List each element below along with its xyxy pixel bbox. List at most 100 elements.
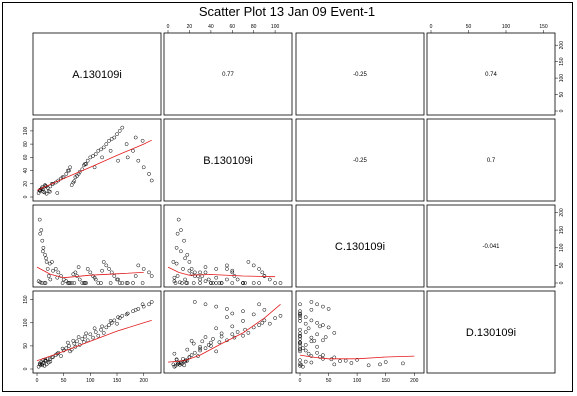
data-point	[230, 332, 235, 337]
data-point	[225, 267, 229, 271]
data-point	[203, 335, 208, 339]
data-point	[267, 277, 272, 282]
panel-border	[32, 32, 162, 116]
data-point	[42, 281, 47, 285]
data-point	[185, 281, 190, 285]
smoother-line	[36, 320, 152, 362]
panel-C-C: C.130109i	[295, 204, 425, 288]
data-point	[112, 318, 117, 323]
data-point	[107, 267, 111, 271]
panel-A-C: -0.25	[295, 32, 425, 116]
tick-label: 150	[382, 378, 391, 384]
tick-label: 100	[23, 318, 29, 327]
data-point	[112, 274, 117, 278]
data-point	[185, 347, 190, 352]
data-point	[64, 172, 69, 176]
data-point	[180, 362, 184, 366]
data-point	[273, 316, 277, 320]
data-point	[315, 320, 319, 325]
tick-label: 50	[559, 92, 565, 98]
data-point	[298, 363, 302, 368]
data-point	[84, 331, 88, 336]
data-point	[76, 335, 81, 339]
panel-C-D: -0.041	[426, 204, 556, 288]
tick-label: 0	[559, 109, 565, 112]
data-point	[211, 337, 215, 341]
data-point	[147, 270, 151, 275]
data-point	[116, 315, 120, 320]
data-point	[71, 180, 76, 185]
data-point	[77, 277, 82, 282]
data-point	[115, 277, 119, 282]
data-point	[120, 313, 125, 318]
data-point	[83, 281, 87, 285]
data-point	[198, 270, 202, 275]
data-point	[257, 323, 261, 327]
data-point	[100, 268, 104, 273]
data-point	[230, 270, 235, 275]
tick-label: 150	[539, 24, 548, 30]
data-point	[44, 184, 48, 189]
data-point	[47, 189, 52, 194]
data-point	[262, 274, 267, 278]
data-point	[303, 343, 308, 347]
data-point	[108, 319, 113, 323]
data-point	[50, 181, 54, 186]
tick-label: 50	[23, 343, 29, 349]
data-point	[99, 147, 103, 152]
smoother-line	[299, 354, 415, 360]
data-point	[43, 252, 47, 257]
correlation-label: 0.74	[485, 72, 497, 78]
data-point	[96, 333, 101, 338]
data-point	[68, 281, 72, 285]
tick-label: 0	[36, 378, 39, 384]
y-axis-right-C: 0 50 100 150 200	[555, 208, 565, 284]
data-point	[171, 260, 176, 264]
data-point	[80, 281, 85, 285]
data-point	[189, 267, 194, 271]
data-point	[273, 281, 277, 285]
data-point	[219, 281, 224, 285]
data-point	[187, 260, 192, 264]
data-point	[76, 265, 81, 269]
data-point	[44, 260, 49, 264]
correlation-label: -0.25	[353, 72, 367, 78]
data-point	[198, 281, 202, 285]
data-point	[45, 267, 50, 271]
tick-label: 150	[113, 378, 122, 384]
panel-border	[32, 204, 162, 288]
data-point	[318, 355, 322, 359]
data-point	[383, 360, 388, 364]
data-point	[136, 158, 141, 163]
data-point	[309, 318, 314, 323]
data-point	[235, 330, 240, 334]
data-point	[298, 319, 302, 323]
data-point	[101, 260, 106, 264]
smoother-line	[36, 266, 144, 279]
data-point	[174, 261, 179, 266]
data-point	[183, 256, 187, 261]
data-point	[209, 340, 213, 345]
data-point	[39, 362, 44, 366]
data-point	[38, 231, 43, 236]
panel-D-B	[163, 290, 293, 374]
tick-label: 60	[230, 24, 236, 30]
data-point	[120, 125, 125, 130]
data-point	[189, 272, 194, 277]
data-point	[73, 270, 78, 275]
data-point	[124, 312, 129, 317]
data-point	[84, 162, 88, 166]
x-axis-top-D: 0 50 100 150	[430, 24, 548, 33]
data-point	[241, 333, 245, 338]
data-point	[67, 168, 71, 173]
data-point	[173, 281, 178, 285]
data-point	[189, 338, 194, 343]
data-point	[75, 339, 79, 344]
data-point	[278, 281, 283, 285]
data-point	[175, 362, 180, 367]
data-point	[93, 330, 98, 334]
data-point	[42, 363, 47, 368]
data-point	[298, 362, 302, 366]
data-point	[298, 346, 302, 351]
data-point	[355, 357, 359, 362]
